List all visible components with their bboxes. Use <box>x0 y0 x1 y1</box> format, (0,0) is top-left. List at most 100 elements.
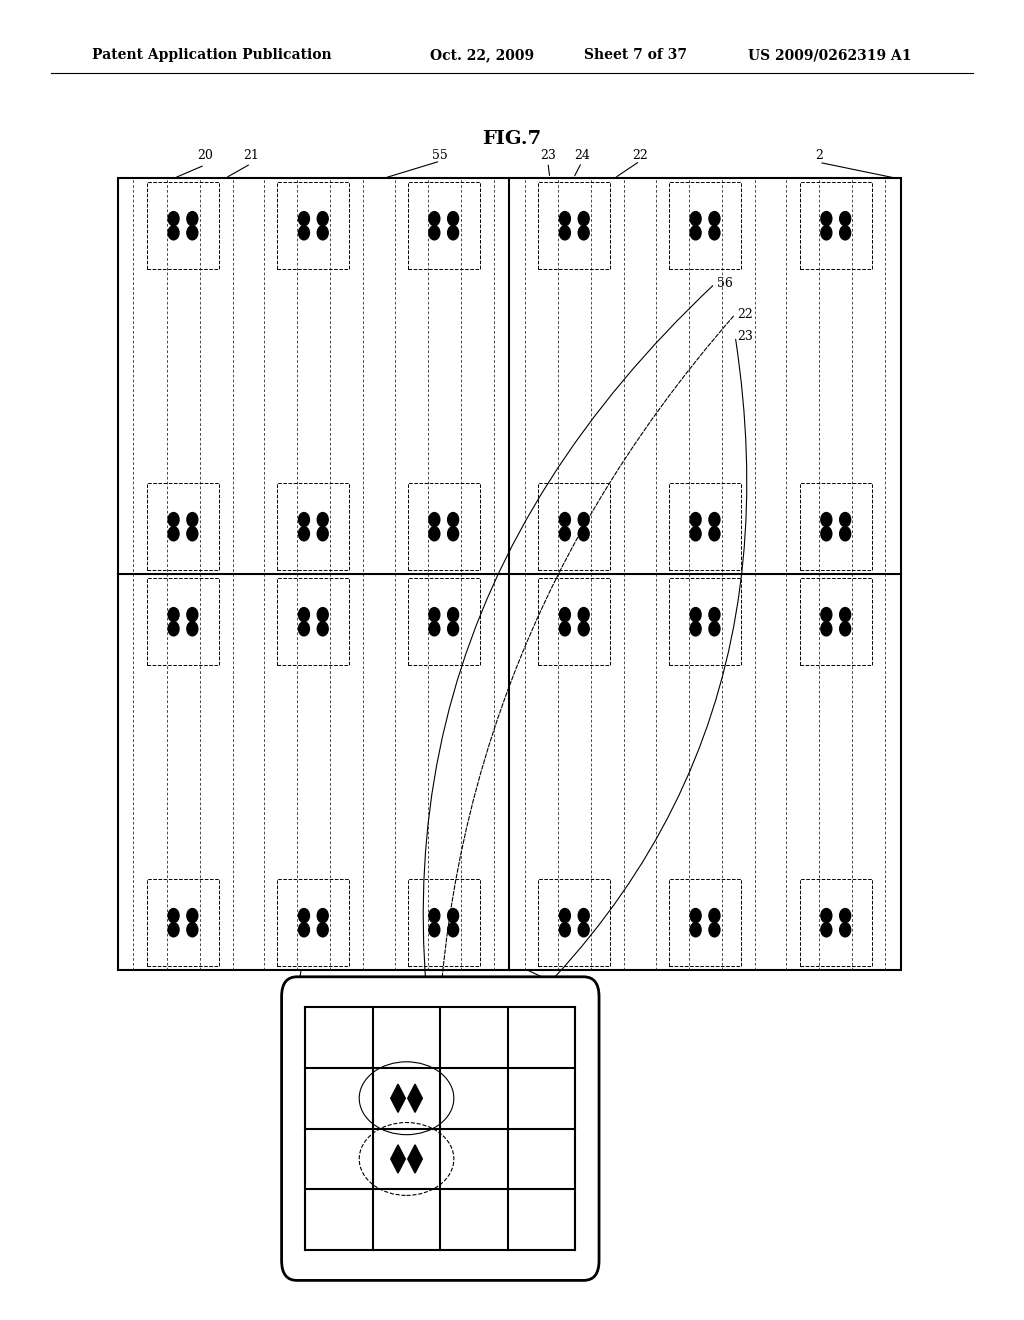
Circle shape <box>709 527 720 541</box>
Circle shape <box>579 908 589 923</box>
Circle shape <box>298 211 309 226</box>
Bar <box>408 578 479 665</box>
Text: Patent Application Publication: Patent Application Publication <box>92 49 332 62</box>
Bar <box>278 879 349 966</box>
Circle shape <box>429 607 440 622</box>
Polygon shape <box>408 1144 422 1173</box>
Circle shape <box>298 923 309 937</box>
Circle shape <box>447 923 459 937</box>
Circle shape <box>709 226 720 240</box>
Circle shape <box>317 226 329 240</box>
Bar <box>147 879 219 966</box>
Circle shape <box>317 211 329 226</box>
Circle shape <box>579 607 589 622</box>
Circle shape <box>840 622 851 636</box>
Circle shape <box>840 527 851 541</box>
Circle shape <box>690 527 701 541</box>
Circle shape <box>559 512 570 527</box>
Circle shape <box>821 527 831 541</box>
Circle shape <box>690 211 701 226</box>
Circle shape <box>298 512 309 527</box>
Circle shape <box>690 607 701 622</box>
Bar <box>509 574 901 970</box>
Text: 24: 24 <box>573 149 590 162</box>
Bar <box>800 578 871 665</box>
Circle shape <box>429 512 440 527</box>
Text: 21: 21 <box>243 149 259 162</box>
Circle shape <box>298 226 309 240</box>
Circle shape <box>709 622 720 636</box>
Circle shape <box>186 607 198 622</box>
Circle shape <box>168 923 179 937</box>
Circle shape <box>186 226 198 240</box>
Text: FIG.7: FIG.7 <box>482 129 542 148</box>
Circle shape <box>186 211 198 226</box>
Bar <box>669 879 741 966</box>
Circle shape <box>559 226 570 240</box>
Circle shape <box>690 226 701 240</box>
Bar <box>118 178 509 574</box>
Bar <box>147 578 219 665</box>
Circle shape <box>429 226 440 240</box>
Circle shape <box>840 908 851 923</box>
Circle shape <box>168 512 179 527</box>
Bar <box>539 483 610 570</box>
Circle shape <box>317 923 329 937</box>
Circle shape <box>579 211 589 226</box>
Bar <box>118 574 509 970</box>
Circle shape <box>559 622 570 636</box>
Circle shape <box>709 512 720 527</box>
Bar <box>408 182 479 269</box>
Circle shape <box>821 226 831 240</box>
Circle shape <box>317 512 329 527</box>
Bar <box>669 483 741 570</box>
Circle shape <box>559 923 570 937</box>
Text: US 2009/0262319 A1: US 2009/0262319 A1 <box>748 49 911 62</box>
Circle shape <box>559 527 570 541</box>
Circle shape <box>298 527 309 541</box>
Circle shape <box>447 908 459 923</box>
Bar <box>539 879 610 966</box>
Circle shape <box>709 908 720 923</box>
Bar <box>278 483 349 570</box>
Circle shape <box>840 923 851 937</box>
Circle shape <box>821 607 831 622</box>
Circle shape <box>579 923 589 937</box>
Circle shape <box>186 622 198 636</box>
Circle shape <box>447 607 459 622</box>
Bar <box>147 483 219 570</box>
Bar <box>278 182 349 269</box>
Circle shape <box>559 211 570 226</box>
Circle shape <box>298 607 309 622</box>
Circle shape <box>186 923 198 937</box>
Circle shape <box>298 622 309 636</box>
Circle shape <box>821 908 831 923</box>
Circle shape <box>168 908 179 923</box>
Circle shape <box>447 622 459 636</box>
Circle shape <box>579 527 589 541</box>
Circle shape <box>840 512 851 527</box>
Circle shape <box>429 527 440 541</box>
Bar <box>800 879 871 966</box>
Bar <box>669 578 741 665</box>
Circle shape <box>298 908 309 923</box>
Circle shape <box>429 908 440 923</box>
FancyBboxPatch shape <box>282 977 599 1280</box>
Bar <box>408 483 479 570</box>
Circle shape <box>821 622 831 636</box>
Circle shape <box>447 527 459 541</box>
Bar <box>800 182 871 269</box>
Bar <box>278 578 349 665</box>
Circle shape <box>709 211 720 226</box>
Text: 20: 20 <box>197 149 213 162</box>
Bar <box>539 182 610 269</box>
Circle shape <box>317 527 329 541</box>
Text: 22: 22 <box>632 149 648 162</box>
Circle shape <box>168 527 179 541</box>
Circle shape <box>447 226 459 240</box>
Circle shape <box>317 622 329 636</box>
Circle shape <box>168 226 179 240</box>
Circle shape <box>821 211 831 226</box>
Circle shape <box>168 622 179 636</box>
Circle shape <box>690 512 701 527</box>
